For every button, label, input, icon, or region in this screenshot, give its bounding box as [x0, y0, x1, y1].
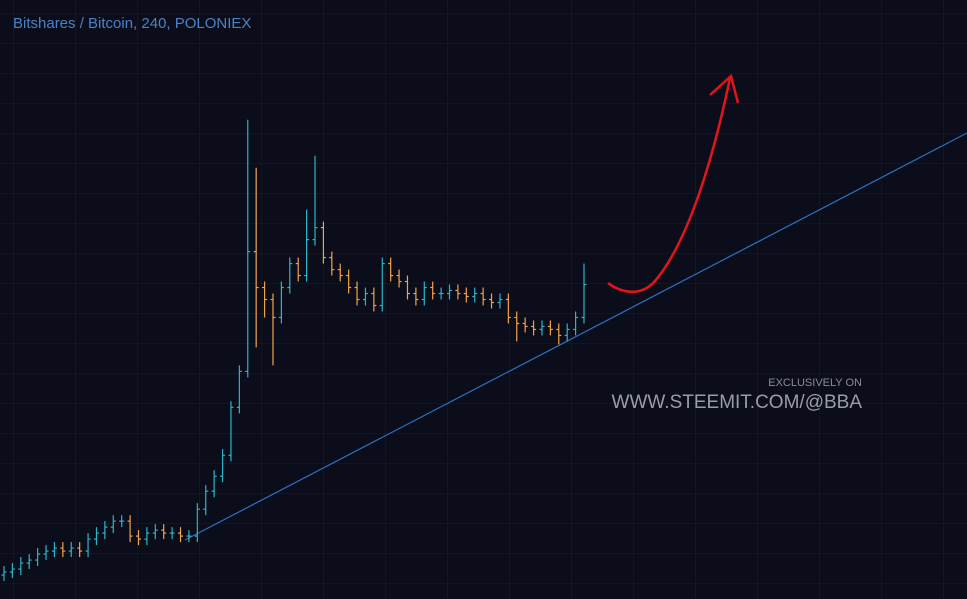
arrow	[607, 77, 732, 293]
arrow-head	[709, 73, 740, 104]
watermark-label: EXCLUSIVELY ON	[768, 377, 862, 389]
trend-line	[184, 132, 967, 541]
watermark-url: WWW.STEEMIT.COM/@BBA	[612, 392, 863, 413]
chart-title: Bitshares / Bitcoin, 240, POLONIEX	[13, 15, 251, 32]
